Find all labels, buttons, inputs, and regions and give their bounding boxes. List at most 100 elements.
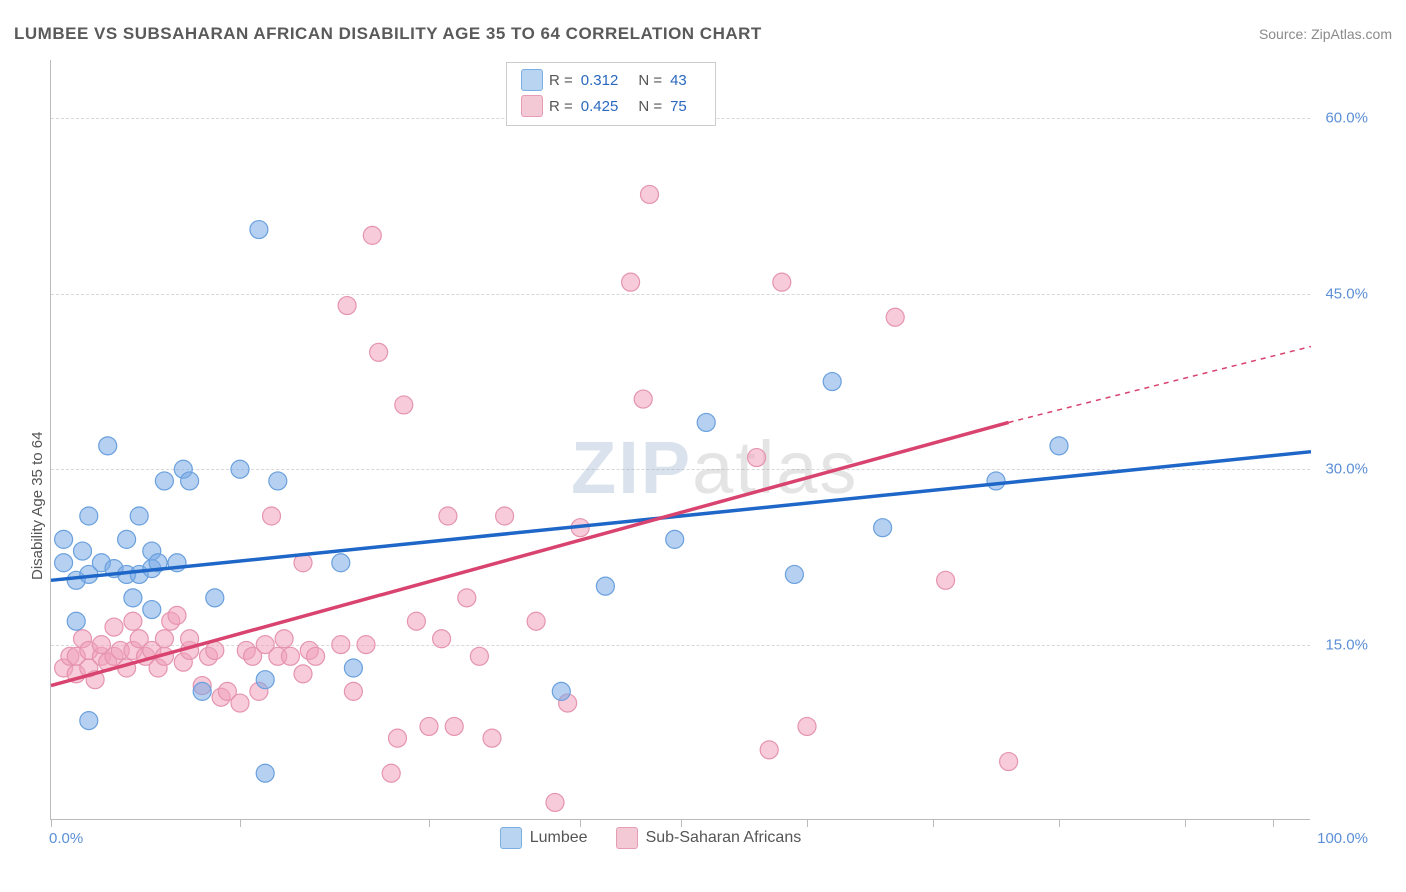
lumbee-swatch-icon [521, 69, 543, 91]
lumbee-point [80, 507, 98, 525]
subsaharan-point [798, 717, 816, 735]
subsaharan-point [281, 647, 299, 665]
x-tick [681, 819, 682, 827]
subsaharan-point [527, 612, 545, 630]
subsaharan-point [389, 729, 407, 747]
y-tick-label: 60.0% [1325, 110, 1368, 127]
lumbee-point [99, 437, 117, 455]
lumbee-point [1050, 437, 1068, 455]
subsaharan-point [231, 694, 249, 712]
x-tick [1273, 819, 1274, 827]
legend-item-lumbee: Lumbee [500, 827, 588, 849]
lumbee-point [130, 507, 148, 525]
subsaharan-point [748, 449, 766, 467]
subsaharan-point [294, 665, 312, 683]
subsaharan-point [124, 612, 142, 630]
lumbee-point [55, 554, 73, 572]
x-tick-label-right: 100.0% [1317, 830, 1368, 847]
lumbee-point [118, 530, 136, 548]
subsaharan-point [760, 741, 778, 759]
subsaharan-point [937, 571, 955, 589]
lumbee-point [344, 659, 362, 677]
lumbee-point [874, 519, 892, 537]
x-tick [429, 819, 430, 827]
subsaharan-point [338, 297, 356, 315]
lumbee-point [143, 601, 161, 619]
subsaharan-point [263, 507, 281, 525]
subsaharan-point [357, 636, 375, 654]
subsaharan-point [420, 717, 438, 735]
n-label: N = [638, 72, 662, 89]
lumbee-point [666, 530, 684, 548]
r-value: 0.312 [581, 72, 619, 89]
subsaharan-point [382, 764, 400, 782]
subsaharan-point [307, 647, 325, 665]
subsaharan-point [155, 630, 173, 648]
subsaharan-point [105, 618, 123, 636]
lumbee-swatch-icon [500, 827, 522, 849]
lumbee-point [80, 712, 98, 730]
series-legend: Lumbee Sub-Saharan Africans [51, 827, 1250, 849]
subsaharan-point [634, 390, 652, 408]
subsaharan-swatch-icon [616, 827, 638, 849]
stats-legend: R = 0.312 N = 43 R = 0.425 N = 75 [506, 62, 716, 126]
x-tick [933, 819, 934, 827]
lumbee-point [987, 472, 1005, 490]
subsaharan-point [496, 507, 514, 525]
x-tick [580, 819, 581, 827]
lumbee-point [596, 577, 614, 595]
x-tick [1185, 819, 1186, 827]
x-tick [1059, 819, 1060, 827]
subsaharan-trend-line [51, 422, 1009, 685]
lumbee-point [231, 460, 249, 478]
y-axis-label: Disability Age 35 to 64 [29, 432, 46, 580]
n-value: 75 [670, 98, 687, 115]
r-label: R = [549, 72, 573, 89]
r-label: R = [549, 98, 573, 115]
n-label: N = [638, 98, 662, 115]
x-tick [807, 819, 808, 827]
lumbee-point [552, 682, 570, 700]
subsaharan-point [370, 343, 388, 361]
subsaharan-point [445, 717, 463, 735]
y-tick-label: 45.0% [1325, 285, 1368, 302]
lumbee-point [55, 530, 73, 548]
lumbee-point [250, 221, 268, 239]
subsaharan-point [439, 507, 457, 525]
lumbee-point [181, 472, 199, 490]
lumbee-point [269, 472, 287, 490]
scatter-plot-svg [51, 60, 1311, 820]
subsaharan-point [622, 273, 640, 291]
subsaharan-point [773, 273, 791, 291]
plot-area: ZIPatlas R = 0.312 N = 43 R = 0.425 N = … [50, 60, 1310, 820]
lumbee-point [155, 472, 173, 490]
lumbee-point [206, 589, 224, 607]
subsaharan-point [363, 226, 381, 244]
subsaharan-point [1000, 753, 1018, 771]
lumbee-point [697, 413, 715, 431]
subsaharan-point [886, 308, 904, 326]
subsaharan-point [332, 636, 350, 654]
legend-item-subsaharan: Sub-Saharan Africans [616, 827, 802, 849]
lumbee-point [823, 373, 841, 391]
legend-label: Lumbee [530, 829, 588, 847]
subsaharan-trend-line-extrapolated [1009, 346, 1311, 422]
subsaharan-point [275, 630, 293, 648]
lumbee-point [256, 671, 274, 689]
lumbee-point [332, 554, 350, 572]
chart-title: LUMBEE VS SUBSAHARAN AFRICAN DISABILITY … [14, 24, 762, 44]
subsaharan-point [483, 729, 501, 747]
subsaharan-point [641, 185, 659, 203]
subsaharan-point [407, 612, 425, 630]
subsaharan-swatch-icon [521, 95, 543, 117]
stats-legend-row-lumbee: R = 0.312 N = 43 [521, 67, 701, 93]
subsaharan-point [168, 606, 186, 624]
subsaharan-point [206, 641, 224, 659]
lumbee-point [67, 612, 85, 630]
subsaharan-point [546, 793, 564, 811]
lumbee-point [256, 764, 274, 782]
subsaharan-point [470, 647, 488, 665]
lumbee-point [193, 682, 211, 700]
legend-label: Sub-Saharan Africans [646, 829, 802, 847]
x-tick [51, 819, 52, 827]
